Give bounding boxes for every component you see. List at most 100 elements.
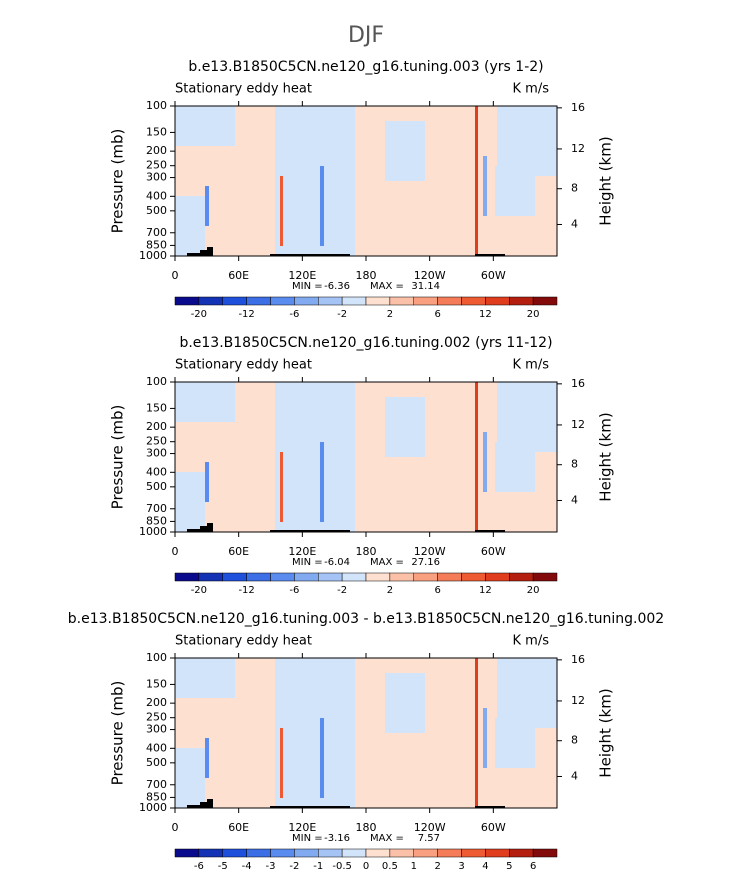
min-value: -3.16: [324, 833, 350, 844]
colorbar-box: [294, 296, 319, 306]
colorbar-box: [413, 572, 438, 582]
x-tick-label: 60E: [228, 545, 249, 558]
colorbar-box: [246, 296, 271, 306]
x-tick-label: 120W: [414, 269, 446, 282]
max-value: 31.14: [411, 281, 440, 292]
colorbar-label: -2: [337, 309, 347, 320]
colorbar-label: -4: [242, 861, 252, 872]
x-tick-label: 120E: [288, 821, 316, 834]
field-patch: [175, 106, 235, 146]
y-axis-label: Pressure (mb): [109, 405, 127, 510]
colorbar-label: 2: [387, 309, 393, 320]
colorbar-box: [461, 848, 486, 858]
left-label: Stationary eddy heat: [175, 634, 312, 649]
colorbar-label: -5: [218, 861, 228, 872]
colorbar-label: -0.5: [332, 861, 352, 872]
max-label: MAX =: [370, 833, 404, 844]
colorbar-box: [294, 572, 319, 582]
field-patch: [495, 166, 535, 216]
y-tick-label: 300: [146, 171, 167, 184]
colorbar-box: [318, 848, 343, 858]
y-tick-label: 100: [146, 375, 167, 388]
colorbar-label: 12: [479, 585, 492, 596]
x-tick-label: 60W: [481, 821, 506, 834]
y-tick-label: 300: [146, 723, 167, 736]
x-tick-label: 0: [172, 821, 179, 834]
y2-axis-label: Height (km): [597, 412, 615, 501]
y2-tick-label: 4: [571, 493, 578, 506]
y-tick-label: 700: [146, 226, 167, 239]
field-patch: [275, 658, 355, 808]
colorbar-label: 0.5: [382, 861, 398, 872]
colorbar-box: [365, 848, 391, 858]
colorbar-box: [174, 848, 200, 858]
colorbar-box: [222, 296, 247, 306]
field-patch: [175, 382, 235, 422]
y2-tick-label: 16: [571, 101, 585, 114]
x-tick-label: 120E: [288, 545, 316, 558]
field-streak: [205, 738, 209, 778]
colorbar-box: [198, 848, 223, 858]
colorbar-box: [222, 572, 247, 582]
colorbar-label: -6: [289, 309, 299, 320]
max-value: 7.57: [418, 833, 440, 844]
y2-tick-label: 12: [571, 694, 585, 707]
field-streak: [483, 156, 487, 216]
field-streak: [205, 186, 209, 226]
y-tick-label: 400: [146, 465, 167, 478]
field-streak: [320, 442, 324, 522]
colorbar-box: [341, 848, 367, 858]
y-tick-label: 150: [146, 125, 167, 138]
y-tick-label: 1000: [139, 249, 167, 262]
field-streak: [475, 382, 478, 532]
colorbar-label: -12: [238, 309, 254, 320]
y-tick-label: 200: [146, 144, 167, 157]
colorbar-box: [198, 572, 223, 582]
y-tick-label: 250: [146, 159, 167, 172]
field-streak: [280, 452, 283, 522]
x-tick-label: 0: [172, 269, 179, 282]
x-tick-label: 180: [356, 545, 377, 558]
y-tick-label: 700: [146, 778, 167, 791]
min-label: MIN =: [292, 557, 323, 568]
y-tick-label: 850: [146, 514, 167, 527]
y-tick-label: 250: [146, 711, 167, 724]
panel-title: b.e13.B1850C5CN.ne120_g16.tuning.003 (yr…: [188, 59, 543, 75]
y-tick-label: 150: [146, 677, 167, 690]
field-streak: [280, 176, 283, 246]
y-axis-label: Pressure (mb): [109, 681, 127, 786]
colorbar-label: 1: [411, 861, 417, 872]
right-label: K m/s: [513, 82, 550, 97]
colorbar-box: [413, 296, 438, 306]
y-tick-label: 700: [146, 502, 167, 515]
colorbar-label: -6: [194, 861, 204, 872]
field-streak: [205, 462, 209, 502]
figure-title: DJF: [348, 23, 384, 48]
y2-tick-label: 8: [571, 182, 578, 195]
y-tick-label: 100: [146, 99, 167, 112]
field-patch: [495, 718, 535, 768]
colorbar-label: -6: [289, 585, 299, 596]
field: [175, 106, 557, 256]
y2-tick-label: 4: [571, 769, 578, 782]
x-tick-label: 180: [356, 821, 377, 834]
colorbar-box: [509, 572, 534, 582]
x-tick-label: 180: [356, 269, 377, 282]
field-patch: [175, 658, 235, 698]
y-tick-label: 200: [146, 696, 167, 709]
right-label: K m/s: [513, 634, 550, 649]
field-streak: [475, 106, 478, 256]
y-axis-label: Pressure (mb): [109, 129, 127, 234]
min-label: MIN =: [292, 833, 323, 844]
colorbar-box: [389, 572, 414, 582]
colorbar-box: [270, 296, 295, 306]
field-patch: [497, 382, 557, 452]
max-label: MAX =: [370, 281, 404, 292]
colorbar-label: 3: [458, 861, 464, 872]
field-streak: [280, 728, 283, 798]
panel-title: b.e13.B1850C5CN.ne120_g16.tuning.002 (yr…: [179, 335, 552, 351]
x-tick-label: 60E: [228, 269, 249, 282]
colorbar-label: 2: [434, 861, 440, 872]
colorbar-label: 12: [479, 309, 492, 320]
